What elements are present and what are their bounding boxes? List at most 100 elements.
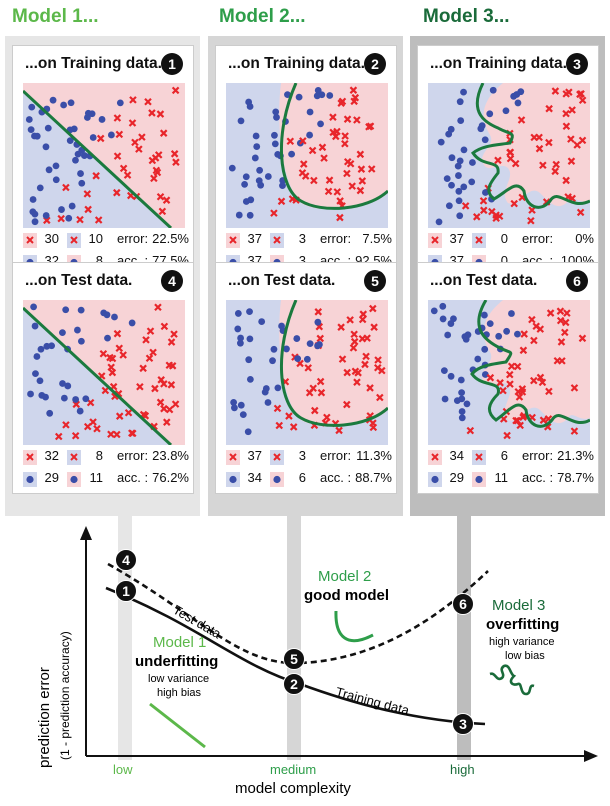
- red-cross-point: [144, 97, 152, 106]
- blue-dot-point: [245, 98, 253, 106]
- blue-dot-point: [455, 187, 463, 195]
- blue-dot-swatch: [226, 472, 240, 487]
- red-cross-point: [149, 348, 157, 357]
- model-1-boundary-sketch: [149, 702, 206, 749]
- chart-marker-4: 4: [115, 549, 137, 571]
- chart-marker-2: 2: [283, 673, 305, 695]
- red-cross-point: [536, 325, 545, 333]
- blue-dot-point: [43, 342, 51, 350]
- blue-dot-point: [246, 376, 254, 383]
- blue-dot-point: [314, 318, 322, 326]
- red-cross-point: [162, 418, 171, 426]
- red-cross-point: [107, 430, 115, 438]
- blue-dot-point: [25, 116, 33, 123]
- red-cross-point: [162, 196, 171, 204]
- red-cross-point: [298, 169, 307, 177]
- red-cross-point: [343, 400, 351, 409]
- red-cross-point: [142, 336, 150, 344]
- red-cross-point: [530, 133, 538, 142]
- red-cross-point: [556, 316, 565, 325]
- blue-dot-point: [246, 308, 253, 316]
- blue-dot-point: [481, 136, 489, 144]
- red-cross-point: [514, 387, 523, 396]
- red-cross-point: [565, 88, 573, 96]
- panel-number-badge: 4: [161, 270, 183, 292]
- blue-dot-point: [31, 218, 39, 226]
- red-cross-point: [506, 154, 515, 163]
- blue-dot-point: [235, 211, 243, 219]
- red-cross-point: [520, 330, 528, 338]
- blue-dot-point: [29, 208, 37, 216]
- count-value: 6: [500, 448, 508, 463]
- red-cross-point: [277, 197, 286, 206]
- red-cross-point: [545, 138, 553, 147]
- x-axis-label: model complexity: [235, 780, 351, 797]
- count-value: 3: [298, 253, 306, 268]
- red-cross-point: [511, 159, 520, 168]
- red-cross-point: [129, 96, 137, 104]
- red-cross-point: [124, 408, 133, 417]
- blue-dot-point: [288, 150, 296, 158]
- red-cross-point: [515, 393, 524, 401]
- blue-dot-point: [67, 99, 75, 107]
- red-cross-point: [101, 386, 110, 395]
- red-cross-point: [172, 158, 180, 166]
- red-cross-point: [528, 206, 536, 214]
- blue-dot-point: [78, 179, 86, 187]
- blue-dot-point: [239, 411, 247, 418]
- medium-guide: [287, 516, 301, 760]
- error-value: 23.8%: [152, 448, 189, 463]
- error-label: error:: [320, 231, 352, 246]
- red-cross-point: [62, 421, 70, 429]
- blue-dot-point: [469, 159, 476, 166]
- red-cross-point: [545, 387, 553, 396]
- blue-dot-swatch: [67, 472, 81, 487]
- red-cross-swatch: [270, 233, 284, 248]
- model-2-annotation-verdict: good model: [304, 587, 389, 604]
- panel-2: ...on Training data. 2 37 3 error: 7.5% 37 3 acc…: [215, 45, 397, 277]
- blue-dot-point: [37, 345, 45, 353]
- panel-title: ...on Training data.: [228, 55, 365, 72]
- blue-dot-point: [458, 395, 466, 403]
- blue-dot-point: [33, 353, 41, 360]
- blue-dot-point: [76, 407, 84, 415]
- blue-dot-point: [33, 132, 41, 140]
- red-cross-point: [577, 90, 585, 98]
- red-cross-point: [158, 207, 167, 216]
- red-cross-point: [157, 376, 165, 384]
- panel-number-badge: 6: [566, 270, 588, 292]
- panel-5: ...on Test data. 5 37 3 error: 11.3% 34 6 acc. :…: [215, 262, 397, 494]
- red-cross-point: [167, 338, 176, 346]
- red-cross-point: [494, 156, 502, 165]
- blue-dot-point: [326, 92, 334, 99]
- red-cross-point: [563, 309, 571, 317]
- red-cross-point: [362, 352, 370, 361]
- red-cross-point: [366, 384, 374, 392]
- panel-title: ...on Training data.: [430, 55, 567, 72]
- blue-dot-point: [303, 355, 311, 363]
- blue-dot-point: [72, 156, 79, 164]
- red-cross-point: [128, 429, 136, 437]
- blue-dot-point: [230, 399, 238, 406]
- blue-dot-point: [480, 311, 488, 319]
- red-cross-point: [167, 381, 176, 389]
- red-cross-point: [349, 86, 358, 94]
- model-3-annotation-detail-1: high variance: [489, 636, 555, 648]
- confusion-stats: 37 3 error: 11.3% 34 6 acc. :88.7%: [224, 448, 394, 492]
- blue-dot-point: [306, 131, 314, 139]
- red-cross-point: [57, 214, 65, 223]
- error-value: 21.3%: [557, 448, 594, 463]
- blue-dot-point: [430, 307, 438, 315]
- red-cross-point: [115, 130, 124, 139]
- decision-boundary: [280, 300, 388, 427]
- red-cross-swatch: [472, 233, 486, 248]
- panel-3: ...on Training data. 3 37 0 error: 0% 37 0 acc. …: [417, 45, 599, 277]
- red-cross-point: [94, 216, 103, 224]
- model-1-annotation-detail-2: high bias: [157, 687, 202, 699]
- red-cross-point: [337, 323, 345, 331]
- blue-dot-point: [439, 302, 447, 310]
- blue-dot-point: [246, 335, 254, 343]
- blue-dot-point: [252, 132, 260, 140]
- blue-dot-point: [244, 428, 252, 436]
- red-cross-point: [341, 132, 349, 140]
